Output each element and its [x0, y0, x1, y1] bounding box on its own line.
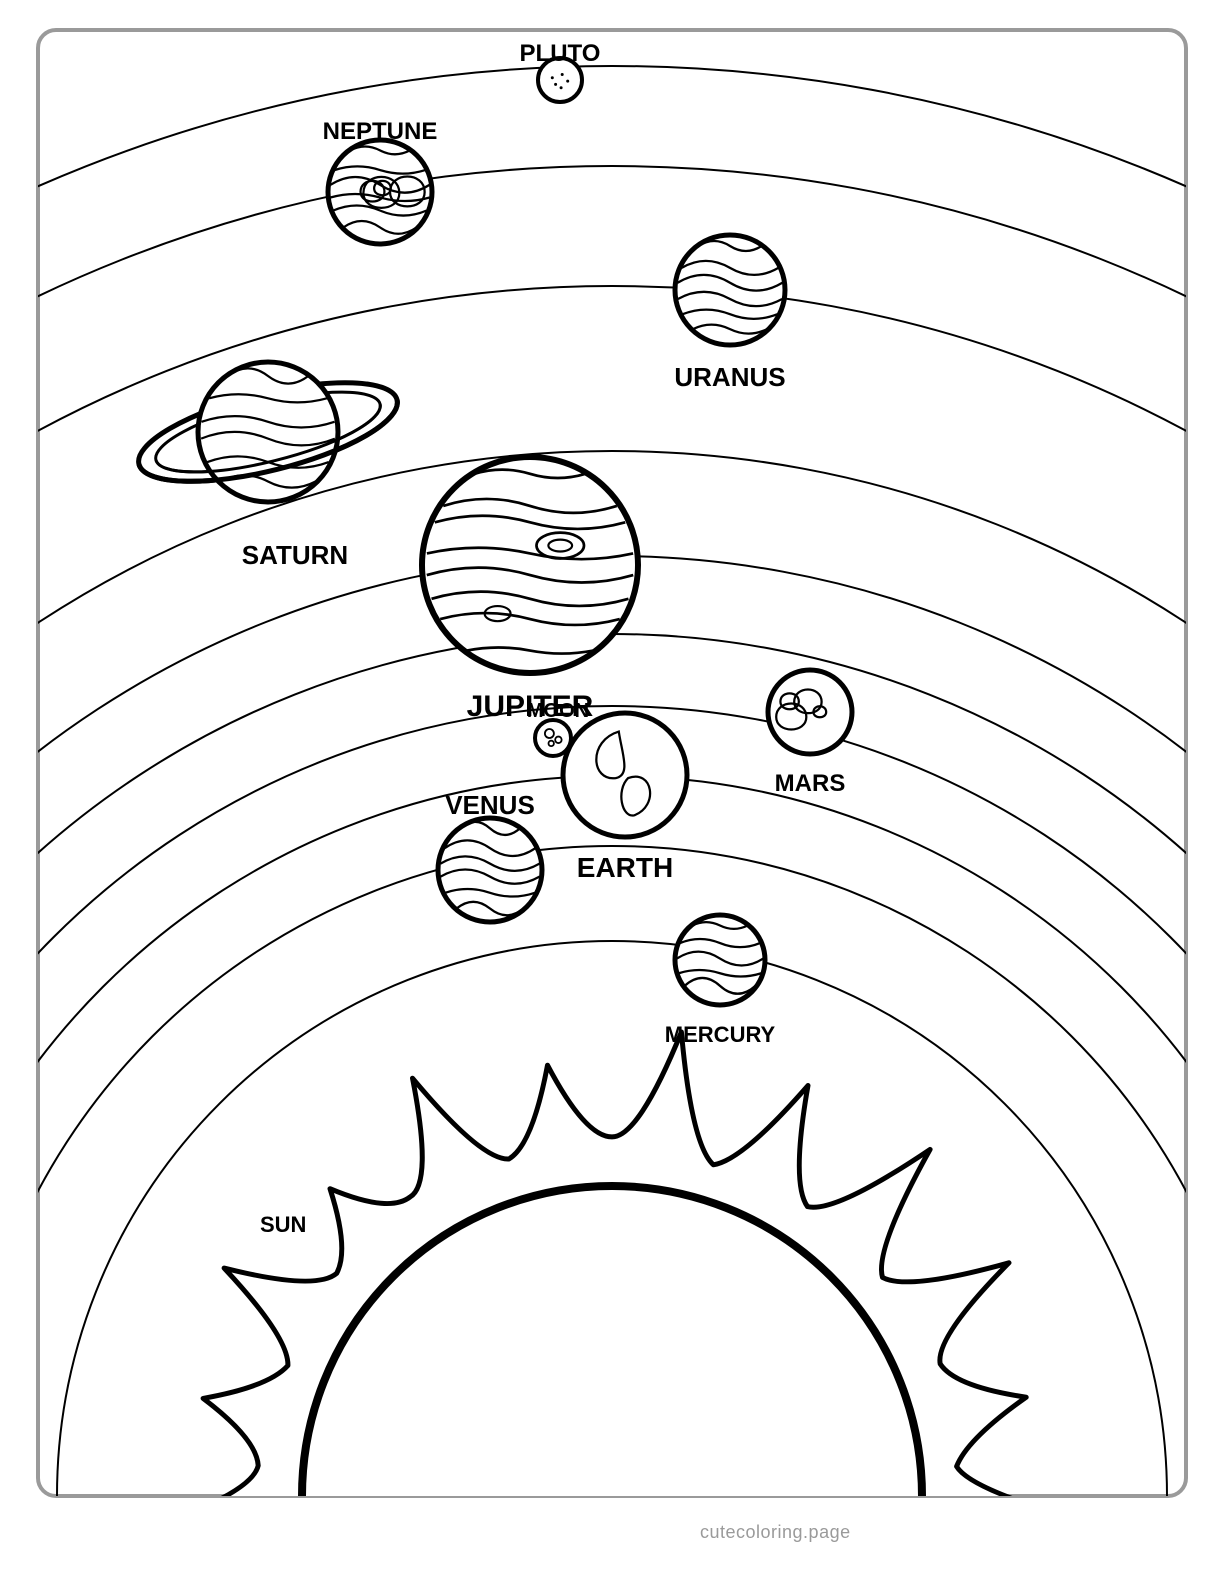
label-mars: MARS: [775, 770, 846, 798]
attribution-text: cutecoloring.page: [700, 1522, 851, 1543]
label-saturn: SATURN: [242, 540, 348, 571]
planet-venus: [438, 818, 542, 922]
planets-group: [130, 58, 852, 1005]
planet-earth: [563, 713, 687, 837]
sun: [159, 1032, 1106, 1527]
planet-neptune: [328, 140, 432, 244]
label-uranus: URANUS: [674, 362, 785, 393]
label-venus: VENUS: [445, 790, 535, 821]
solar-system-page: MERCURYVENUSEARTHMOONMARSJUPITERSATURNUR…: [0, 0, 1224, 1584]
label-neptune: NEPTUNE: [323, 118, 438, 146]
label-mercury: MERCURY: [665, 1022, 775, 1048]
planet-moon: [535, 720, 571, 756]
planet-mars: [768, 670, 852, 754]
label-earth: EARTH: [577, 852, 673, 884]
solar-system-diagram: [0, 0, 1224, 1584]
planet-mercury: [675, 915, 765, 1005]
label-pluto: PLUTO: [520, 40, 601, 68]
planet-uranus: [675, 235, 785, 345]
label-jupiter: JUPITER: [467, 690, 594, 724]
sun-label: SUN: [260, 1212, 306, 1238]
planet-jupiter: [422, 457, 638, 673]
